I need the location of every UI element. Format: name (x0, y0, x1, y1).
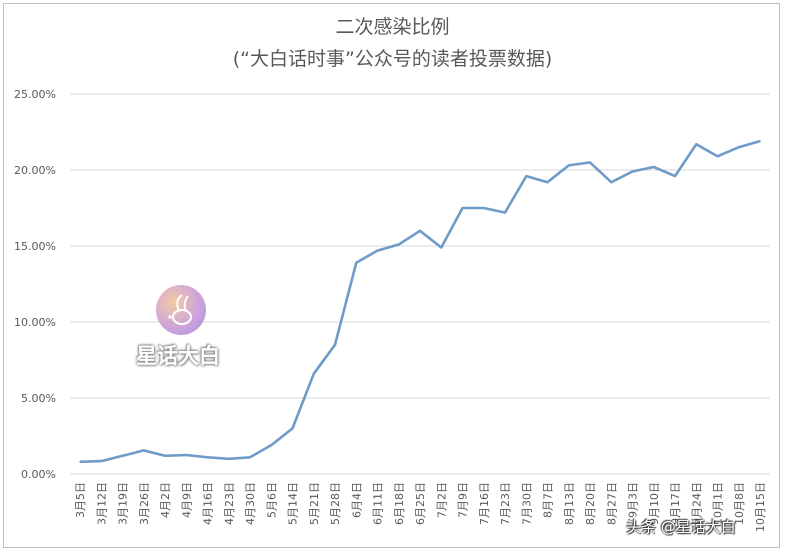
x-tick-label: 10月8日 (733, 482, 746, 525)
rabbit-icon (168, 294, 192, 325)
chart-subtitle: (“大白话时事”公众号的读者投票数据) (232, 48, 553, 70)
x-axis-ticks: 3月5日 3月12日 3月19日 3月26日 4月2日 4月9日 4月16日 4月23日 4月3… (74, 482, 767, 532)
x-tick-label: 6月11日 (372, 482, 385, 525)
data-point (652, 166, 655, 168)
x-tick-label: 4月2日 (159, 482, 172, 518)
x-tick-label: 7月9日 (457, 482, 470, 518)
x-tick-label: 5月14日 (287, 482, 300, 525)
x-tick-label: 4月16日 (202, 482, 215, 525)
data-point (440, 246, 443, 249)
data-point (504, 211, 506, 214)
x-tick-label: 7月30日 (520, 482, 533, 525)
data-point (610, 181, 613, 183)
data-point (525, 175, 528, 177)
x-tick-label: 9月10日 (648, 482, 661, 525)
data-point (631, 170, 634, 173)
y-tick-label: 0.00% (21, 468, 56, 481)
x-tick-label: 6月18日 (393, 482, 406, 525)
data-point (334, 344, 336, 346)
watermark-text: 星话大白 (136, 344, 220, 368)
x-tick-label: 4月23日 (223, 482, 236, 525)
data-point (270, 444, 273, 446)
data-point (164, 454, 166, 457)
data-point (249, 456, 251, 459)
y-axis-ticks: 0.00% 5.00% 10.00% 15.00% 20.00% 25.00% (14, 88, 56, 481)
data-point (121, 454, 124, 457)
series (79, 139, 761, 464)
x-tick-label: 8月20日 (584, 482, 597, 525)
gridlines (70, 93, 770, 475)
x-tick-label: 10月15日 (754, 482, 767, 532)
y-tick-label: 15.00% (14, 240, 56, 253)
y-tick-label: 20.00% (14, 164, 56, 177)
x-tick-label: 5月28日 (329, 482, 342, 525)
data-point (482, 207, 485, 209)
data-point (737, 146, 740, 148)
data-point (142, 449, 145, 452)
x-tick-label: 8月7日 (542, 482, 555, 518)
data-point (79, 461, 81, 463)
data-point (185, 454, 188, 456)
x-tick-label: 4月9日 (180, 482, 193, 518)
x-tick-label: 3月5日 (74, 482, 87, 518)
x-tick-label: 7月16日 (478, 482, 491, 525)
x-tick-label: 8月13日 (563, 482, 576, 525)
y-tick-label: 10.00% (14, 316, 56, 329)
x-tick-label: 4月30日 (244, 482, 257, 525)
data-point (759, 140, 761, 142)
x-tick-label: 3月12日 (95, 482, 108, 525)
data-point (397, 243, 400, 246)
data-point (227, 458, 230, 460)
watermark-logo (156, 285, 206, 335)
x-tick-label: 9月3日 (627, 482, 640, 518)
x-tick-label: 10月1日 (712, 482, 725, 525)
data-point (355, 261, 358, 264)
data-point (100, 460, 103, 462)
data-point (674, 175, 676, 177)
x-tick-label: 3月26日 (138, 482, 151, 525)
y-tick-label: 5.00% (21, 392, 56, 405)
data-point (567, 164, 570, 167)
x-tick-label: 8月27日 (605, 482, 618, 525)
y-tick-label: 25.00% (14, 88, 56, 101)
x-tick-label: 7月2日 (435, 482, 448, 518)
data-point (695, 143, 698, 145)
data-point (291, 427, 294, 430)
data-point (461, 207, 464, 209)
x-tick-label: 6月4日 (350, 482, 363, 518)
data-point (546, 181, 549, 183)
x-tick-label: 5月21日 (308, 482, 321, 525)
x-tick-label: 3月19日 (117, 482, 130, 525)
data-point (589, 161, 591, 164)
data-point (716, 155, 719, 158)
x-tick-label: 9月17日 (669, 482, 682, 525)
chart-title: 二次感染比例 (335, 16, 450, 38)
source-credit: 头条 @星话大白 (626, 518, 736, 536)
data-point (419, 230, 421, 232)
x-tick-label: 5月6日 (265, 482, 278, 518)
data-point (376, 249, 379, 252)
x-tick-label: 6月25日 (414, 482, 427, 525)
data-point (312, 372, 315, 375)
x-tick-label: 7月23日 (499, 482, 512, 525)
x-tick-label: 9月24日 (690, 482, 703, 525)
data-point (206, 456, 209, 459)
